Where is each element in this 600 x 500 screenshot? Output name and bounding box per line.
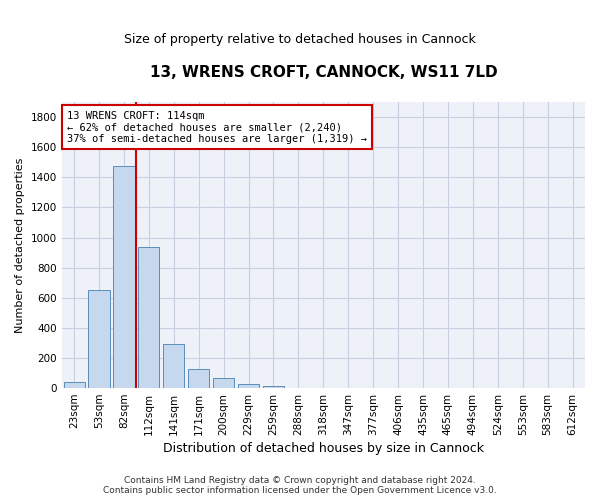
Bar	[64, 382, 85, 388]
Bar	[238, 384, 259, 388]
Title: 13, WRENS CROFT, CANNOCK, WS11 7LD: 13, WRENS CROFT, CANNOCK, WS11 7LD	[149, 65, 497, 80]
Bar	[113, 166, 134, 388]
Bar	[88, 290, 110, 388]
Y-axis label: Number of detached properties: Number of detached properties	[15, 158, 25, 332]
Bar	[138, 248, 160, 388]
Bar	[163, 344, 184, 388]
Text: 13 WRENS CROFT: 114sqm
← 62% of detached houses are smaller (2,240)
37% of semi-: 13 WRENS CROFT: 114sqm ← 62% of detached…	[67, 110, 367, 144]
Bar	[188, 369, 209, 388]
Bar	[213, 378, 234, 388]
Text: Contains HM Land Registry data © Crown copyright and database right 2024.
Contai: Contains HM Land Registry data © Crown c…	[103, 476, 497, 495]
Text: Size of property relative to detached houses in Cannock: Size of property relative to detached ho…	[124, 32, 476, 46]
Bar	[263, 386, 284, 388]
X-axis label: Distribution of detached houses by size in Cannock: Distribution of detached houses by size …	[163, 442, 484, 455]
